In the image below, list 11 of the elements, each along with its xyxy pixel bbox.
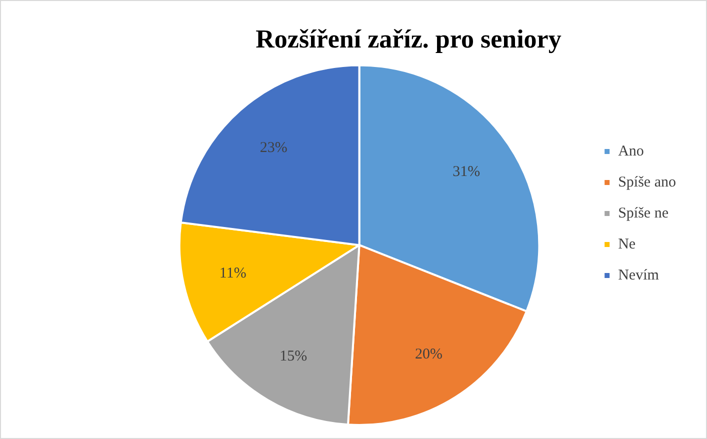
data-label: 31% (452, 164, 480, 180)
data-label: 11% (219, 265, 246, 282)
legend-label: Ano (618, 143, 644, 160)
legend-label: Ne (618, 236, 636, 252)
legend-label: Spíše ne (618, 205, 669, 222)
legend-label: Spíše ano (618, 174, 676, 190)
legend-label: Nevím (618, 267, 660, 284)
data-label: 20% (414, 346, 442, 362)
data-label: 15% (280, 348, 308, 365)
chart-title: Rozšíření zaříz. pro seniory (256, 24, 562, 54)
data-label: 23% (260, 140, 288, 156)
